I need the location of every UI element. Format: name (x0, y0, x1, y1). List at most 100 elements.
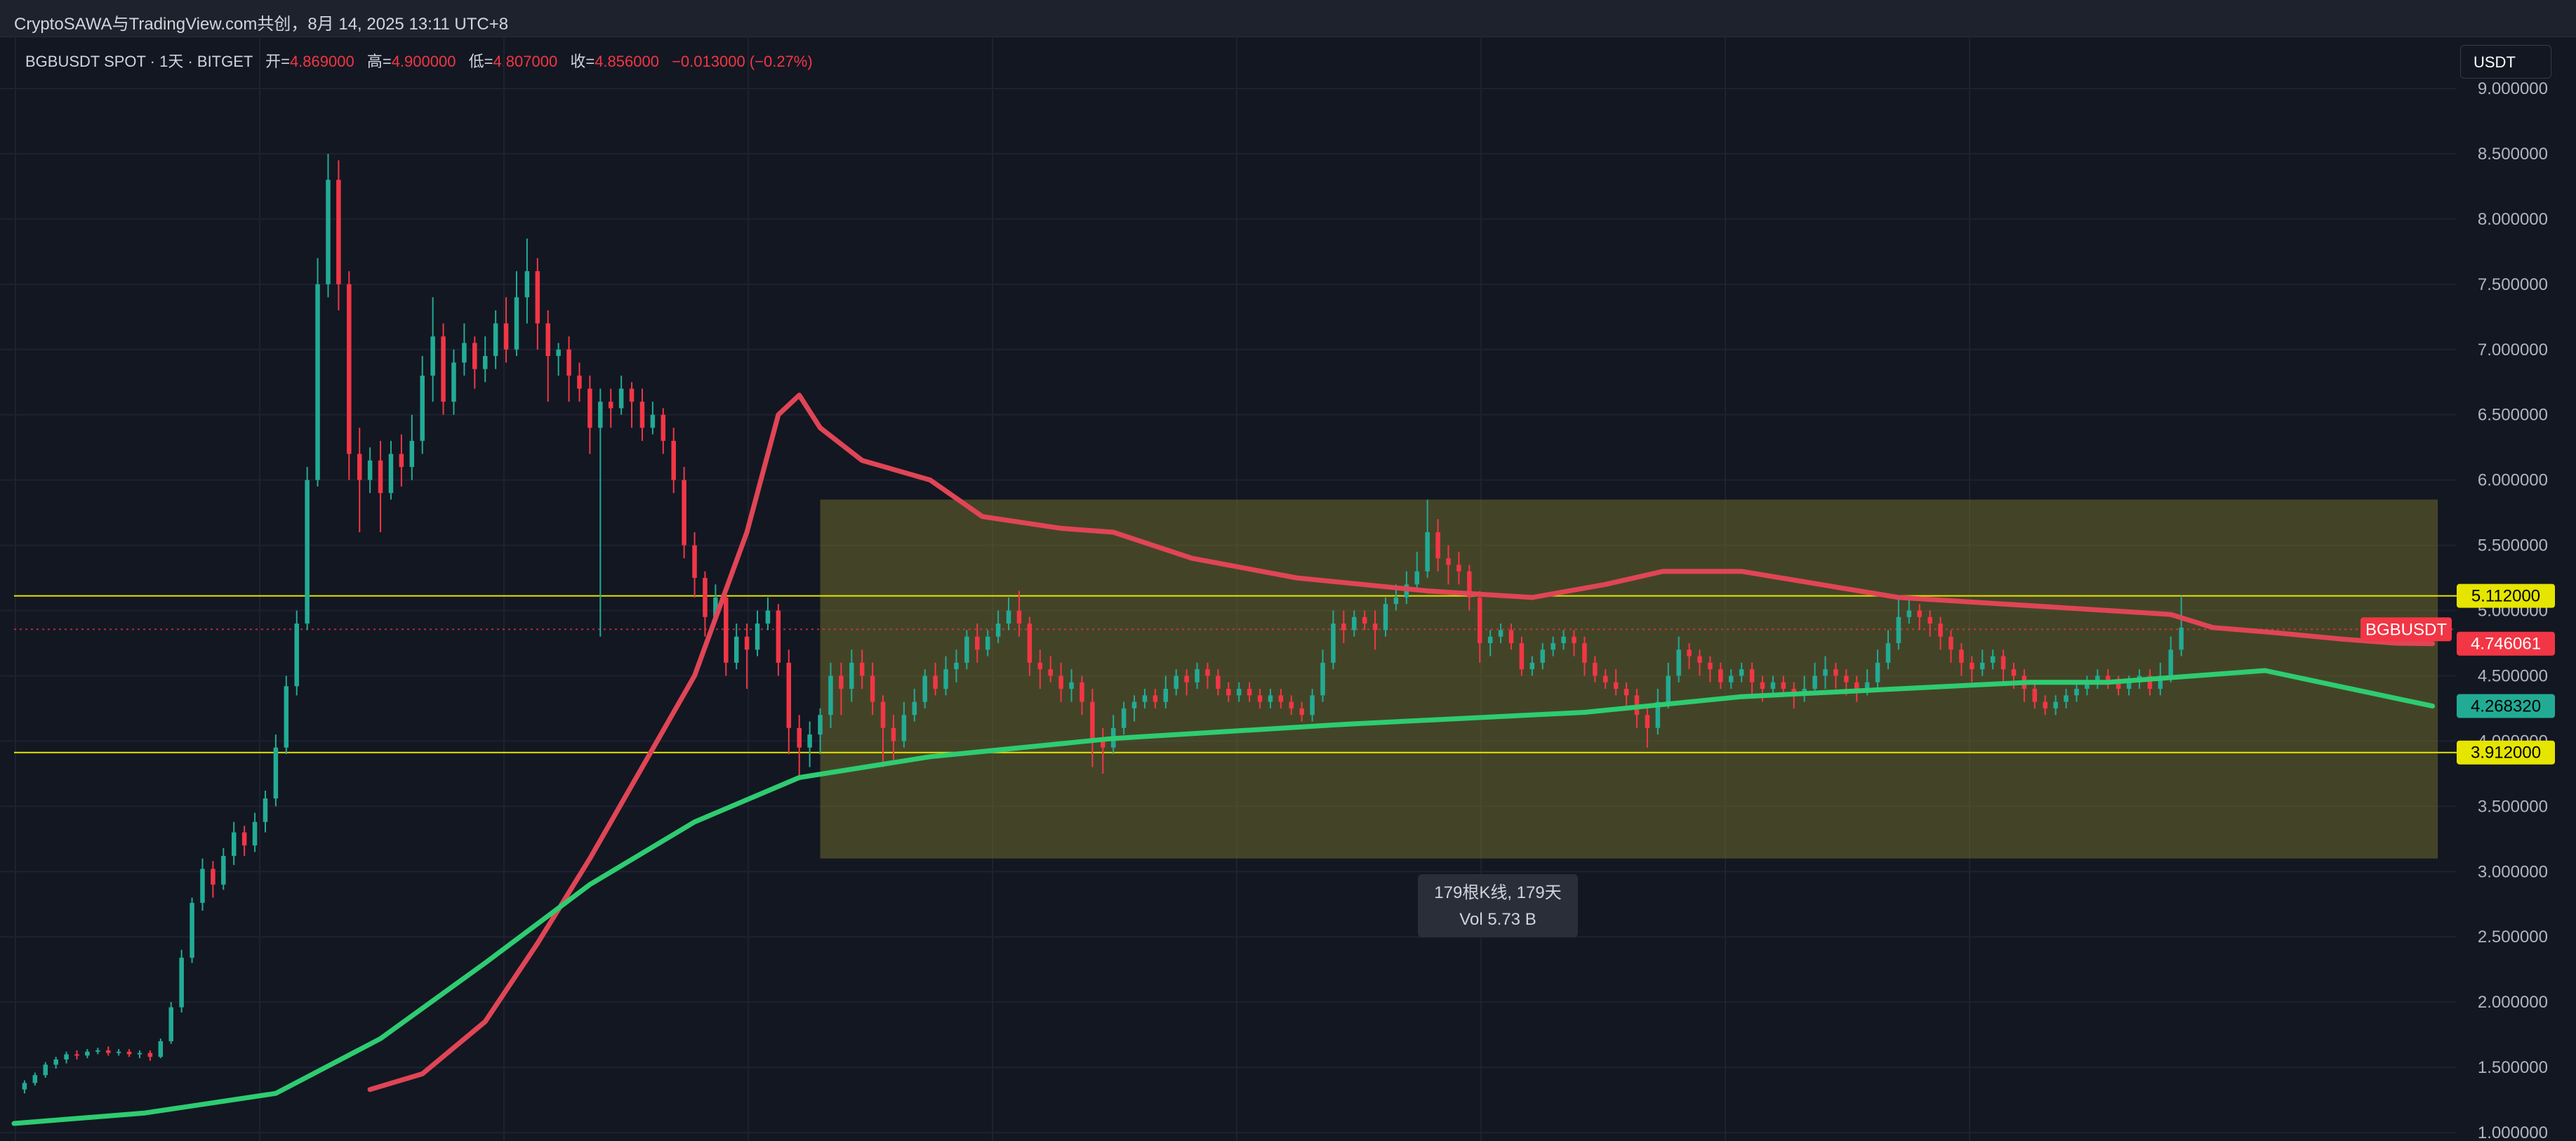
close-value: 4.856000 (595, 53, 659, 70)
candle-body (943, 669, 948, 690)
candle-body (190, 902, 194, 958)
ma-fast-line (367, 393, 2436, 1093)
candle-body (1362, 616, 1367, 624)
candle-body (660, 414, 666, 441)
candle-body (43, 1064, 48, 1076)
candle-body (211, 869, 215, 885)
candle-body (639, 402, 645, 428)
candle-body (1572, 636, 1576, 643)
price-tag-text: 5.112000 (2471, 587, 2540, 606)
candle-body (1320, 662, 1325, 696)
candle-body (2085, 682, 2090, 690)
price-axis: 1.000000 1.500000 2.000000 2.500000 3.000000… (2478, 79, 2548, 1141)
candle-body (933, 675, 938, 690)
candle-body (221, 855, 226, 885)
y-tick-label: 8.000000 (2478, 210, 2548, 229)
candle-body (629, 388, 635, 402)
candle-body (577, 375, 582, 389)
candle-body (1593, 662, 1598, 676)
candle-body (1331, 624, 1336, 663)
candle-body (430, 336, 435, 376)
symbol-tag-bg (2361, 617, 2452, 642)
candle-body (315, 284, 320, 480)
high-label: 高= (366, 53, 392, 70)
candle-body (556, 349, 561, 357)
candle-body (472, 343, 477, 369)
candle-body (2179, 627, 2184, 650)
candle-body (1718, 669, 1723, 682)
candle-body (618, 388, 624, 409)
attribution-text: CryptoSAWA与TradingView.com共创，8月 14, 2025… (14, 15, 509, 34)
candle-body (870, 675, 875, 702)
y-tick-label: 2.000000 (2478, 993, 2548, 1012)
candle-body (1080, 682, 1084, 702)
candle-body (713, 597, 718, 617)
candle-body (1257, 695, 1263, 702)
candle-body (1844, 675, 1849, 682)
candle-body (975, 636, 980, 650)
price-chart[interactable]: 1.000000 1.500000 2.000000 2.500000 3.000000… (0, 38, 2576, 1141)
candle-body (2032, 689, 2038, 702)
candle-body (598, 402, 603, 428)
candle-body (462, 343, 467, 363)
candle-body (1310, 695, 1315, 715)
candle-body (2116, 682, 2121, 690)
candle-body (880, 701, 886, 728)
candle-body (1163, 689, 1169, 702)
candle-body (1749, 669, 1755, 682)
candle-body (1938, 624, 1943, 637)
candle-body (1058, 675, 1063, 690)
candle-body (608, 402, 613, 409)
candle-body (1529, 662, 1535, 670)
candle-body (284, 686, 289, 748)
candle-body (818, 715, 823, 735)
candle-body (1655, 701, 1661, 728)
candle-body (2011, 669, 2017, 676)
range-bars-text: 179根K线, 179天 (1434, 883, 1562, 902)
candle-body (1372, 624, 1378, 631)
currency-unit-selector[interactable]: USDT (2460, 45, 2551, 79)
y-tick-label: 8.500000 (2478, 145, 2548, 164)
price-tag-bg (2457, 583, 2555, 608)
candle-body (1027, 624, 1033, 663)
candle-body (1184, 675, 1189, 682)
candle-body (828, 675, 833, 715)
candle-body (273, 747, 279, 799)
candle-body (1970, 662, 1974, 670)
candle-body (765, 610, 771, 624)
candle-body (724, 597, 729, 663)
candle-body (1823, 669, 1828, 676)
candle-body (2126, 682, 2132, 690)
candle-body (451, 362, 456, 402)
y-tick-label: 1.500000 (2478, 1058, 2548, 1077)
price-tag-bg (2457, 631, 2555, 656)
candle-body (2053, 701, 2058, 708)
candle-body (1393, 597, 1399, 605)
candle-body (1016, 610, 1022, 624)
candle-body (1435, 532, 1440, 559)
candle-body (336, 180, 341, 284)
candle-body (797, 727, 802, 748)
candle-body (1498, 630, 1503, 637)
candle-body (95, 1050, 100, 1052)
candle-body (839, 675, 844, 690)
candle-body (1833, 669, 1838, 676)
top-attribution-bar: CryptoSAWA与TradingView.com共创，8月 14, 2025… (0, 0, 2576, 37)
candle-body (357, 454, 362, 480)
candle-body (1037, 662, 1043, 670)
candle-body (1247, 689, 1252, 696)
candle-body (1153, 695, 1158, 702)
candle-body (1352, 616, 1357, 631)
candle-body (807, 734, 812, 748)
candle-body (53, 1059, 58, 1065)
candle-body (2043, 701, 2047, 708)
candle-body (1216, 675, 1221, 690)
candle-body (137, 1053, 142, 1055)
moving-averages-layer (11, 393, 2436, 1126)
candle-body (985, 636, 990, 650)
candle-body (1624, 689, 1629, 696)
candle-body (1781, 682, 1786, 690)
candle-body (326, 180, 331, 284)
candle-body (241, 832, 247, 846)
candle-body (1478, 597, 1482, 643)
